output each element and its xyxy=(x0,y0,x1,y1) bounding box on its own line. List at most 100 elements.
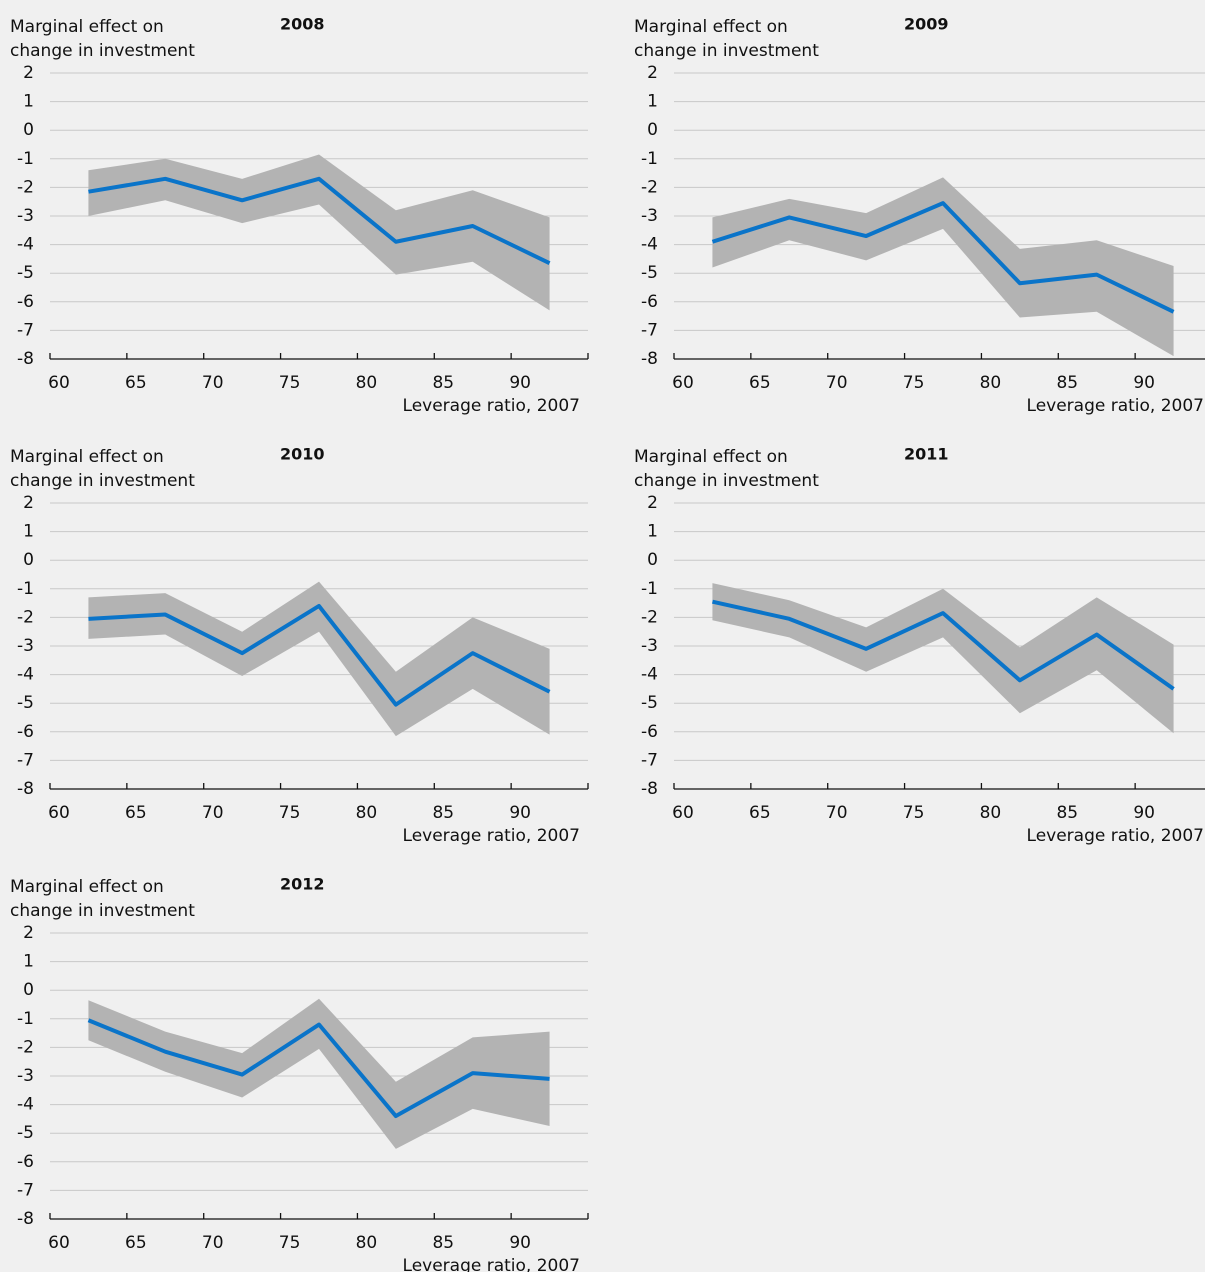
estimate-line xyxy=(711,201,1175,314)
y-axis-label: change in investment xyxy=(10,901,195,921)
x-tick-label: 90 xyxy=(509,1233,531,1253)
x-tick-label: 85 xyxy=(1056,803,1078,823)
x-tick-label: 90 xyxy=(1133,373,1155,393)
x-tick-label: 80 xyxy=(356,1233,378,1253)
estimate-line xyxy=(88,603,551,707)
y-axis-label: change in investment xyxy=(634,41,819,61)
x-axis-label: Leverage ratio, 2007 xyxy=(1027,826,1204,846)
panel: Marginal effect on change in investment 20… xyxy=(10,15,589,416)
x-axis-label: Leverage ratio, 2007 xyxy=(403,826,580,846)
y-tick-label: 0 xyxy=(23,550,34,570)
y-tick-label: -3 xyxy=(641,206,658,226)
y-tick-label: 0 xyxy=(23,120,34,140)
y-tick-label: 2 xyxy=(23,493,34,513)
x-tick-label: 70 xyxy=(202,803,224,823)
confidence-band xyxy=(712,583,1174,734)
y-tick-label: -2 xyxy=(641,177,658,197)
x-tick-label: 70 xyxy=(826,803,848,823)
confidence-band xyxy=(88,581,550,737)
confidence-band xyxy=(88,154,550,311)
estimate-line xyxy=(87,1018,550,1119)
y-tick-label: -5 xyxy=(641,693,658,713)
y-tick-label: -7 xyxy=(17,1180,34,1200)
x-tick-label: 65 xyxy=(125,373,147,393)
x-axis-label: Leverage ratio, 2007 xyxy=(403,1256,580,1272)
x-tick-label: 80 xyxy=(980,803,1002,823)
y-tick-label: -1 xyxy=(641,149,658,169)
y-axis-label: Marginal effect on xyxy=(634,447,788,467)
chart-title: 2009 xyxy=(904,15,949,34)
x-tick-label: 80 xyxy=(356,373,378,393)
y-tick-label: -5 xyxy=(641,263,658,283)
y-tick-label: -4 xyxy=(17,235,34,255)
x-tick-label: 90 xyxy=(509,803,531,823)
y-tick-label: -8 xyxy=(17,1209,34,1229)
y-tick-label: -8 xyxy=(17,349,34,369)
y-tick-label: -1 xyxy=(17,149,34,169)
y-tick-label: -3 xyxy=(641,636,658,656)
x-axis-label: Leverage ratio, 2007 xyxy=(403,396,580,416)
y-axis-label: change in investment xyxy=(10,471,195,491)
y-tick-label: -8 xyxy=(17,779,34,799)
x-tick-label: 60 xyxy=(672,803,694,823)
x-tick-label: 85 xyxy=(432,803,454,823)
y-tick-label: -8 xyxy=(641,349,658,369)
x-tick-label: 65 xyxy=(125,1233,147,1253)
chart-title: 2012 xyxy=(280,875,325,894)
x-tick-label: 70 xyxy=(202,1233,224,1253)
x-tick-label: 75 xyxy=(903,803,925,823)
x-tick-label: 65 xyxy=(749,373,771,393)
x-tick-label: 85 xyxy=(432,1233,454,1253)
x-tick-label: 65 xyxy=(749,803,771,823)
y-tick-label: -4 xyxy=(641,235,658,255)
y-tick-label: -5 xyxy=(17,693,34,713)
chart-title: 2011 xyxy=(904,445,949,464)
y-tick-label: -4 xyxy=(17,1095,34,1115)
y-tick-label: -6 xyxy=(17,292,34,312)
x-tick-label: 60 xyxy=(48,373,70,393)
x-tick-label: 90 xyxy=(509,373,531,393)
y-tick-label: -2 xyxy=(17,607,34,627)
x-tick-label: 65 xyxy=(125,803,147,823)
y-tick-label: -5 xyxy=(17,1123,34,1143)
y-axis-label: Marginal effect on xyxy=(10,17,164,37)
x-tick-label: 85 xyxy=(1056,373,1078,393)
y-tick-label: 2 xyxy=(647,63,658,83)
y-tick-label: 1 xyxy=(647,92,658,112)
y-tick-label: -6 xyxy=(641,292,658,312)
confidence-band xyxy=(712,177,1174,357)
y-tick-label: -1 xyxy=(17,1009,34,1029)
y-tick-label: 0 xyxy=(647,550,658,570)
y-axis-label: Marginal effect on xyxy=(634,17,788,37)
y-tick-label: -7 xyxy=(641,320,658,340)
y-tick-label: 0 xyxy=(647,120,658,140)
y-tick-label: 0 xyxy=(23,980,34,1000)
x-tick-label: 75 xyxy=(279,1233,301,1253)
x-tick-label: 75 xyxy=(279,803,301,823)
x-tick-label: 80 xyxy=(356,803,378,823)
y-tick-label: -7 xyxy=(641,750,658,770)
x-tick-label: 70 xyxy=(202,373,224,393)
y-tick-label: -4 xyxy=(641,665,658,685)
estimate-line xyxy=(88,176,551,265)
x-tick-label: 70 xyxy=(826,373,848,393)
y-tick-label: 1 xyxy=(23,952,34,972)
y-tick-label: -6 xyxy=(17,1152,34,1172)
x-tick-label: 80 xyxy=(980,373,1002,393)
confidence-band xyxy=(88,998,550,1149)
y-axis-label: change in investment xyxy=(10,41,195,61)
y-tick-label: -3 xyxy=(17,1066,34,1086)
chart-title: 2008 xyxy=(280,15,325,34)
y-tick-label: -2 xyxy=(17,1037,34,1057)
y-tick-label: 1 xyxy=(647,522,658,542)
y-axis-label: change in investment xyxy=(634,471,819,491)
estimate-line xyxy=(711,599,1175,691)
x-tick-label: 85 xyxy=(432,373,454,393)
y-tick-label: -1 xyxy=(641,579,658,599)
x-tick-label: 60 xyxy=(48,1233,70,1253)
y-tick-label: 2 xyxy=(647,493,658,513)
